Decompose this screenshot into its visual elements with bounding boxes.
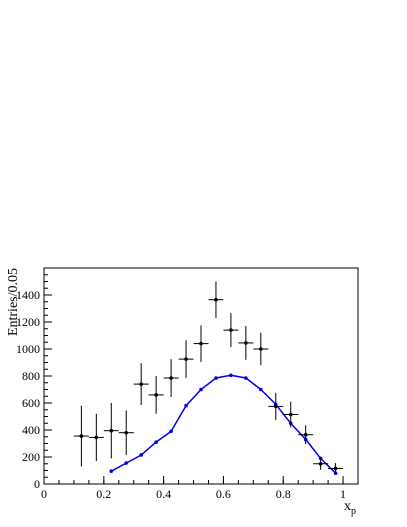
- data-marker: [184, 357, 188, 361]
- data-point: [298, 425, 314, 445]
- y-axis-label: Entries/0.05: [6, 268, 21, 336]
- x-axis-label: xp: [344, 499, 356, 517]
- data-marker: [109, 428, 114, 433]
- model-point: [184, 403, 188, 408]
- model-point: [139, 453, 143, 457]
- y-tick-label: 1000: [16, 342, 40, 356]
- y-tick-label: 800: [22, 369, 40, 383]
- chart-marks: [73, 281, 344, 476]
- model-point: [124, 461, 129, 465]
- data-marker: [244, 341, 248, 345]
- data-point: [133, 363, 149, 406]
- y-tick-label: 0: [34, 477, 40, 491]
- data-point: [148, 376, 164, 414]
- data-point: [238, 326, 254, 360]
- y-tick-label: 400: [22, 423, 40, 437]
- model-point: [154, 440, 158, 444]
- data-point: [208, 281, 224, 318]
- data-point: [328, 463, 344, 474]
- model-point: [214, 376, 218, 380]
- y-tick-label: 1400: [16, 288, 40, 302]
- model-point: [109, 469, 114, 473]
- data-point: [268, 392, 284, 420]
- data-marker: [154, 393, 158, 397]
- data-point: [178, 340, 194, 379]
- y-tick-label: 600: [22, 396, 40, 410]
- y-tick-label: 200: [22, 450, 40, 464]
- x-axis-label-sub: p: [351, 506, 356, 517]
- x-tick-label: 0.2: [96, 487, 111, 501]
- model-point: [169, 429, 173, 434]
- model-point: [229, 373, 233, 378]
- data-marker: [139, 382, 143, 386]
- model-point: [244, 376, 248, 380]
- data-marker: [333, 466, 338, 471]
- x-tick-label: 0.6: [216, 487, 231, 501]
- x-tick-label: 0.4: [156, 487, 171, 501]
- x-axis-label-main: x: [344, 499, 351, 514]
- data-marker: [229, 328, 233, 332]
- x-tick-label: 0: [41, 487, 47, 501]
- data-marker: [79, 434, 84, 438]
- data-point: [223, 313, 239, 347]
- data-point: [163, 359, 179, 397]
- data-point: [73, 405, 89, 467]
- y-tick-label: 1200: [16, 315, 40, 329]
- data-point: [283, 401, 299, 428]
- model-point: [199, 387, 203, 392]
- data-point: [253, 332, 269, 366]
- data-point: [313, 457, 329, 470]
- model-curve: [110, 374, 337, 474]
- data-marker: [303, 432, 308, 437]
- model-point: [259, 387, 263, 392]
- data-point: [88, 413, 104, 462]
- data-marker: [124, 430, 129, 435]
- data-point: [118, 410, 134, 455]
- data-marker: [259, 347, 263, 351]
- data-marker: [94, 435, 99, 440]
- axes: 0 0.2 0.4 0.6 0.8 1 0 200 400 600 800 1000 1200 1400: [16, 267, 359, 501]
- data-marker: [169, 376, 173, 380]
- data-marker: [214, 297, 218, 302]
- data-marker: [273, 404, 278, 409]
- x-tick-label: 1: [340, 487, 346, 501]
- data-marker: [318, 461, 323, 466]
- plot-frame: [43, 267, 359, 485]
- data-point: [193, 325, 209, 362]
- data-point: [103, 403, 119, 459]
- x-tick-label: 0.8: [276, 487, 291, 501]
- data-marker: [199, 341, 203, 346]
- data-marker: [288, 412, 293, 417]
